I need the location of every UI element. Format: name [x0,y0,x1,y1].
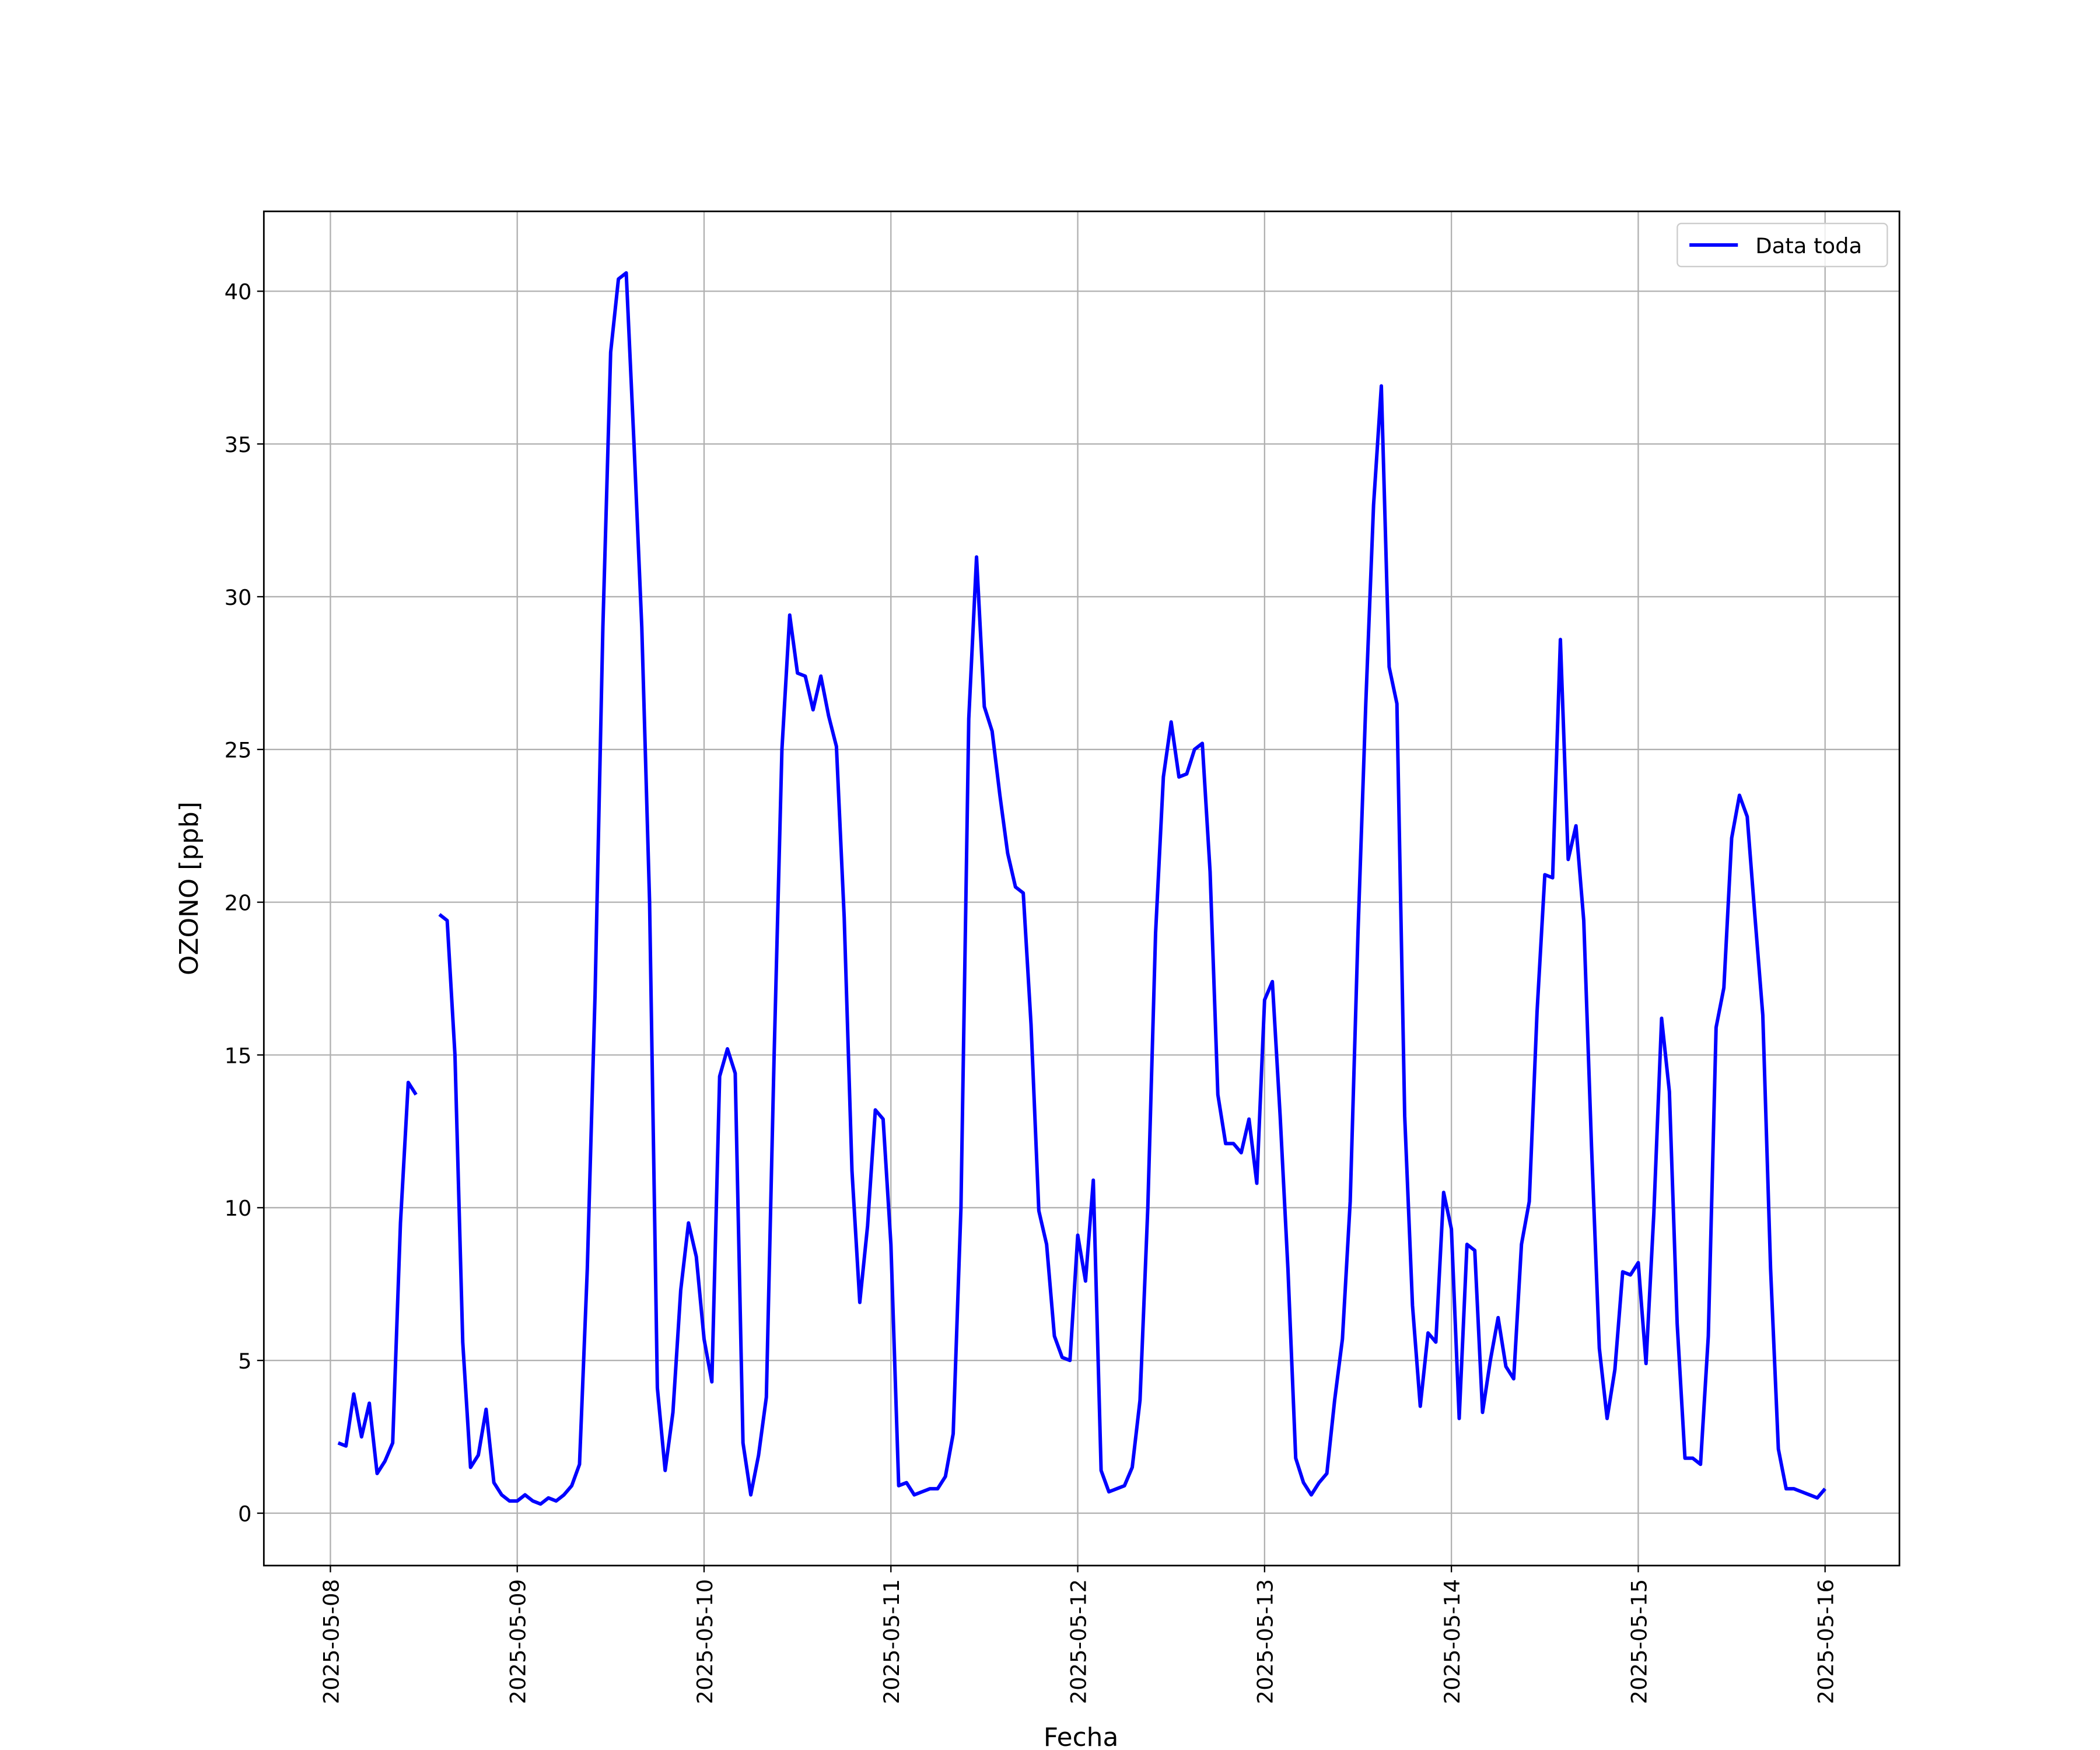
data-line [337,271,1826,1506]
legend-box [1676,222,1888,268]
plot-frame [262,210,1901,1567]
y-tick-label: 5 [238,1349,251,1374]
y-tick-label: 30 [225,585,252,610]
x-tick-label: 2025-05-11 [879,1579,904,1704]
y-tick-label: 40 [225,279,252,304]
y-tick-label: 35 [225,432,252,457]
y-tick-label: 10 [225,1196,252,1221]
legend-label: Data toda [1755,233,1862,258]
plot-area: 0 5 10 15 20 25 30 35 40 2025-05-08 2025-05-09 2025… [225,210,1901,1704]
x-tick-label: 2025-05-08 [318,1579,344,1704]
y-axis-label: OZONO [ppb] [174,802,204,975]
x-tick-label: 2025-05-13 [1253,1579,1278,1704]
x-tick-label: 2025-05-14 [1440,1579,1465,1704]
x-tick-label: 2025-05-16 [1814,1579,1839,1704]
x-axis-label: Fecha [1044,1723,1119,1750]
x-tick-label: 2025-05-09 [506,1579,531,1704]
x-tick-label: 2025-05-12 [1066,1579,1091,1704]
y-tick-label: 20 [225,890,252,915]
y-tick-label: 0 [238,1502,251,1527]
y-tick-label: 25 [225,738,252,763]
x-tick-label: 2025-05-10 [692,1579,718,1704]
y-tick-label: 15 [225,1043,252,1068]
x-tick-label: 2025-05-15 [1626,1579,1651,1704]
